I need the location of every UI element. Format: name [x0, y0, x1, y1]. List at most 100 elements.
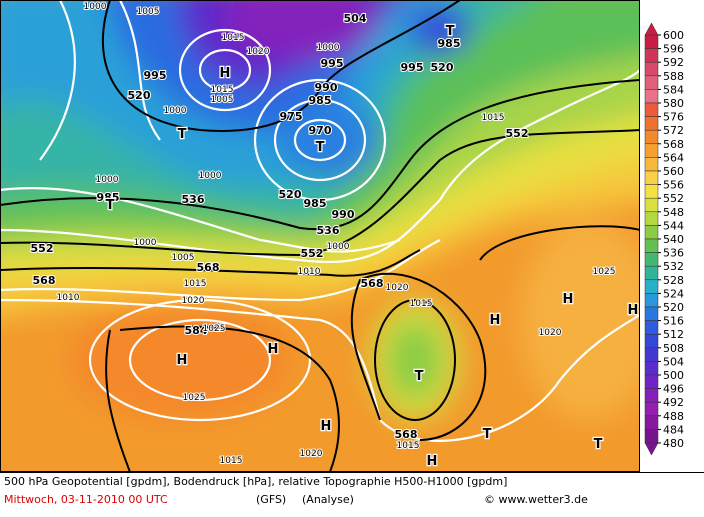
- colorbar-label: 584: [663, 83, 684, 96]
- contour-label: 995: [144, 69, 167, 82]
- contour-label: 1020: [300, 449, 323, 459]
- colorbar-cell: [644, 374, 659, 389]
- colorbar-label: 544: [663, 219, 684, 232]
- colorbar-cell: [644, 333, 659, 349]
- contour-label: 568: [33, 274, 56, 287]
- colorbar-label: 592: [663, 56, 684, 69]
- contour-label: 1000: [134, 238, 157, 248]
- colorbar-label: 536: [663, 247, 684, 260]
- colorbar-cell: [644, 143, 659, 158]
- contour-label: 568: [197, 261, 220, 274]
- footer-model: (GFS): [256, 493, 286, 506]
- pressure-center: H: [490, 313, 501, 328]
- colorbar-label: 600: [663, 29, 684, 42]
- contour-label: 552: [506, 127, 529, 140]
- colorbar-label: 512: [663, 328, 684, 341]
- colorbar-label: 528: [663, 274, 684, 287]
- contour-label: 1000: [317, 43, 340, 53]
- footer-title: 500 hPa Geopotential [gpdm], Bodendruck …: [4, 475, 507, 488]
- pressure-center: H: [563, 292, 574, 307]
- colorbar-cell: [644, 279, 659, 294]
- colorbar-cell: [644, 211, 659, 226]
- contour-label: 995: [401, 61, 424, 74]
- contour-label: 1015: [220, 456, 243, 466]
- contour-label: 1025: [593, 267, 616, 277]
- contour-label: 1005: [137, 7, 160, 17]
- pressure-center: T: [483, 427, 492, 442]
- contour-label: 995: [321, 57, 344, 70]
- colorbar-cell: [644, 361, 659, 376]
- contour-label: 520: [279, 188, 302, 201]
- contour-label: 1015: [211, 85, 234, 95]
- contour-label: 1015: [410, 299, 433, 309]
- colorbar-cell: [644, 252, 659, 267]
- pressure-center: T: [446, 24, 455, 39]
- colorbar-cell: [644, 129, 659, 145]
- colorbar-label: 508: [663, 342, 684, 355]
- colorbar-cell: [644, 48, 659, 63]
- contour-label: 1000: [199, 171, 222, 181]
- colorbar-label: 548: [663, 206, 684, 219]
- colorbar-cell: [644, 306, 659, 321]
- colorbar-label: 564: [663, 151, 684, 164]
- colorbar-label: 560: [663, 165, 684, 178]
- colorbar-cell: [644, 197, 659, 213]
- pressure-center: H: [321, 419, 332, 434]
- contour-label: 985: [309, 94, 332, 107]
- contour-label: 568: [395, 428, 418, 441]
- isobars: [0, 0, 640, 442]
- colorbar-label: 484: [663, 423, 684, 436]
- contour-label: 1020: [386, 283, 409, 293]
- contour-label: 1005: [172, 253, 195, 263]
- contour-label: 1025: [183, 393, 206, 403]
- pressure-center: H: [427, 454, 438, 469]
- colorbar-label: 532: [663, 260, 684, 273]
- colorbar-label: 496: [663, 383, 684, 396]
- colorbar-cell: [644, 157, 659, 172]
- colorbar-cell: [644, 415, 659, 430]
- colorbar-label: 556: [663, 179, 684, 192]
- pressure-center: T: [316, 140, 325, 155]
- colorbar-label: 516: [663, 315, 684, 328]
- contour-label: 1000: [327, 242, 350, 252]
- colorbar-cell: [644, 429, 659, 444]
- colorbar-cap: [644, 22, 659, 36]
- colorbar-cell: [644, 238, 659, 253]
- colorbar-cell: [644, 347, 659, 362]
- colorbar-label: 480: [663, 437, 684, 450]
- contour-label: 1010: [298, 267, 321, 277]
- colorbar-cell: [644, 293, 659, 308]
- contour-label: 1015: [184, 279, 207, 289]
- map-labels: 1000 100510151020H101510059955201000T5041…: [30, 1, 640, 470]
- contour-label: 584: [185, 324, 208, 337]
- colorbar-cap: [644, 442, 659, 456]
- contour-label: 1005: [211, 95, 234, 105]
- contour-label: 990: [332, 208, 355, 221]
- colorbar-label: 572: [663, 124, 684, 137]
- colorbar-cell: [644, 102, 659, 117]
- contour-label: 1000: [164, 106, 187, 116]
- colorbar-cell: [644, 75, 659, 90]
- pressure-center: H: [628, 303, 639, 318]
- pressure-center: H: [268, 342, 279, 357]
- map: 1000 100510151020H101510059955201000T5041…: [0, 0, 640, 472]
- contour-label: 1020: [247, 47, 270, 57]
- footer-credit: © www.wetter3.de: [484, 493, 588, 506]
- colorbar-label: 552: [663, 192, 684, 205]
- contour-label: 985: [438, 37, 461, 50]
- colorbar-cell: [644, 225, 659, 240]
- contour-label: 552: [301, 247, 324, 260]
- contour-label: 970: [309, 124, 332, 137]
- contour-label: 1015: [222, 33, 245, 43]
- colorbar: 6005965925885845805765725685645605565525…: [644, 22, 684, 456]
- contour-label: 985: [97, 191, 120, 204]
- contour-label: 520: [128, 89, 151, 102]
- colorbar-cell: [644, 401, 659, 417]
- contour-label: 1015: [482, 113, 505, 123]
- contour-label: 520: [431, 61, 454, 74]
- pressure-center: H: [177, 353, 188, 368]
- colorbar-cell: [644, 388, 659, 403]
- pressure-center: T: [178, 127, 187, 142]
- colorbar-cell: [644, 116, 659, 131]
